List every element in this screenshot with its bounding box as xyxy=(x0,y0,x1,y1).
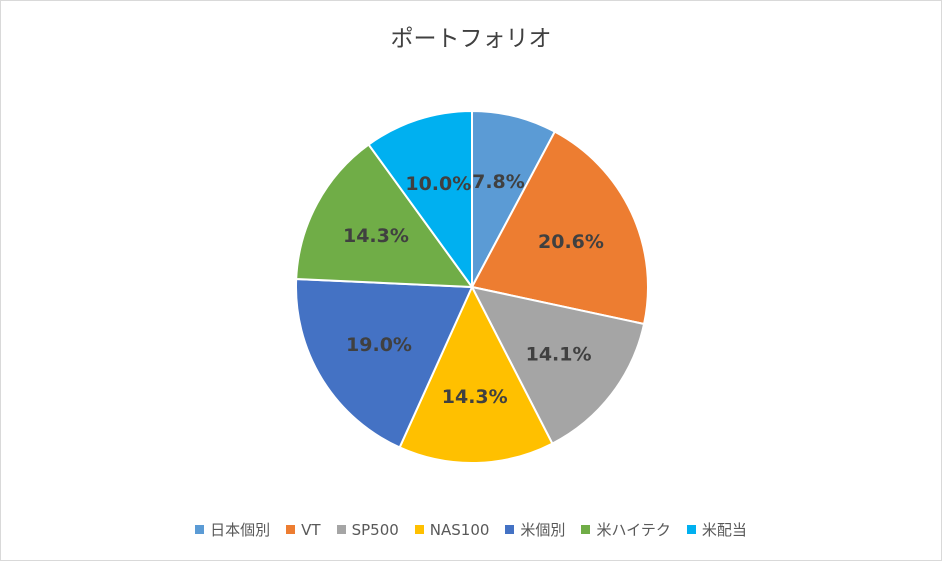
pie-slice-3 xyxy=(398,284,554,464)
data-label-0: 7.8% xyxy=(472,171,525,193)
legend-swatch xyxy=(195,525,205,534)
legend-label: 米配当 xyxy=(701,521,747,539)
legend-entry-3: NAS100 xyxy=(414,520,490,539)
legend-label: 米ハイテク xyxy=(596,521,671,539)
legend-entry-2: SP500 xyxy=(336,520,399,539)
pie-slice-5 xyxy=(295,143,475,289)
legend-entry-5: 米ハイテク xyxy=(581,519,671,540)
pie-slice-2 xyxy=(470,285,646,445)
legend-label: NAS100 xyxy=(429,520,490,539)
legend-swatch xyxy=(686,525,696,534)
data-label-1: 20.6% xyxy=(538,231,604,253)
legend-swatch xyxy=(414,525,424,534)
legend-entry-6: 米配当 xyxy=(686,519,747,540)
legend: 日本個別 VT SP500 NAS100 米個別 米ハイテク 米配当 xyxy=(1,519,941,540)
pie-slice-1 xyxy=(470,130,649,326)
legend-entry-4: 米個別 xyxy=(505,519,565,540)
data-label-3: 14.3% xyxy=(442,386,508,408)
legend-label: 米個別 xyxy=(520,521,566,539)
data-label-5: 14.3% xyxy=(343,225,409,247)
legend-label: 日本個別 xyxy=(210,521,271,539)
legend-swatch xyxy=(581,525,591,534)
legend-swatch xyxy=(286,525,296,534)
pie-slice-4 xyxy=(295,277,474,449)
legend-label: VT xyxy=(301,520,321,539)
data-label-2: 14.1% xyxy=(526,343,592,365)
legend-label: SP500 xyxy=(351,520,399,539)
data-label-6: 10.0% xyxy=(405,173,471,195)
chart-title: ポートフォリオ xyxy=(390,26,552,52)
legend-swatch xyxy=(336,525,346,534)
legend-swatch xyxy=(505,525,515,534)
legend-entry-1: VT xyxy=(286,520,321,539)
legend-entry-0: 日本個別 xyxy=(195,519,270,540)
data-label-4: 19.0% xyxy=(346,334,412,356)
pie-slice-6 xyxy=(367,109,473,291)
